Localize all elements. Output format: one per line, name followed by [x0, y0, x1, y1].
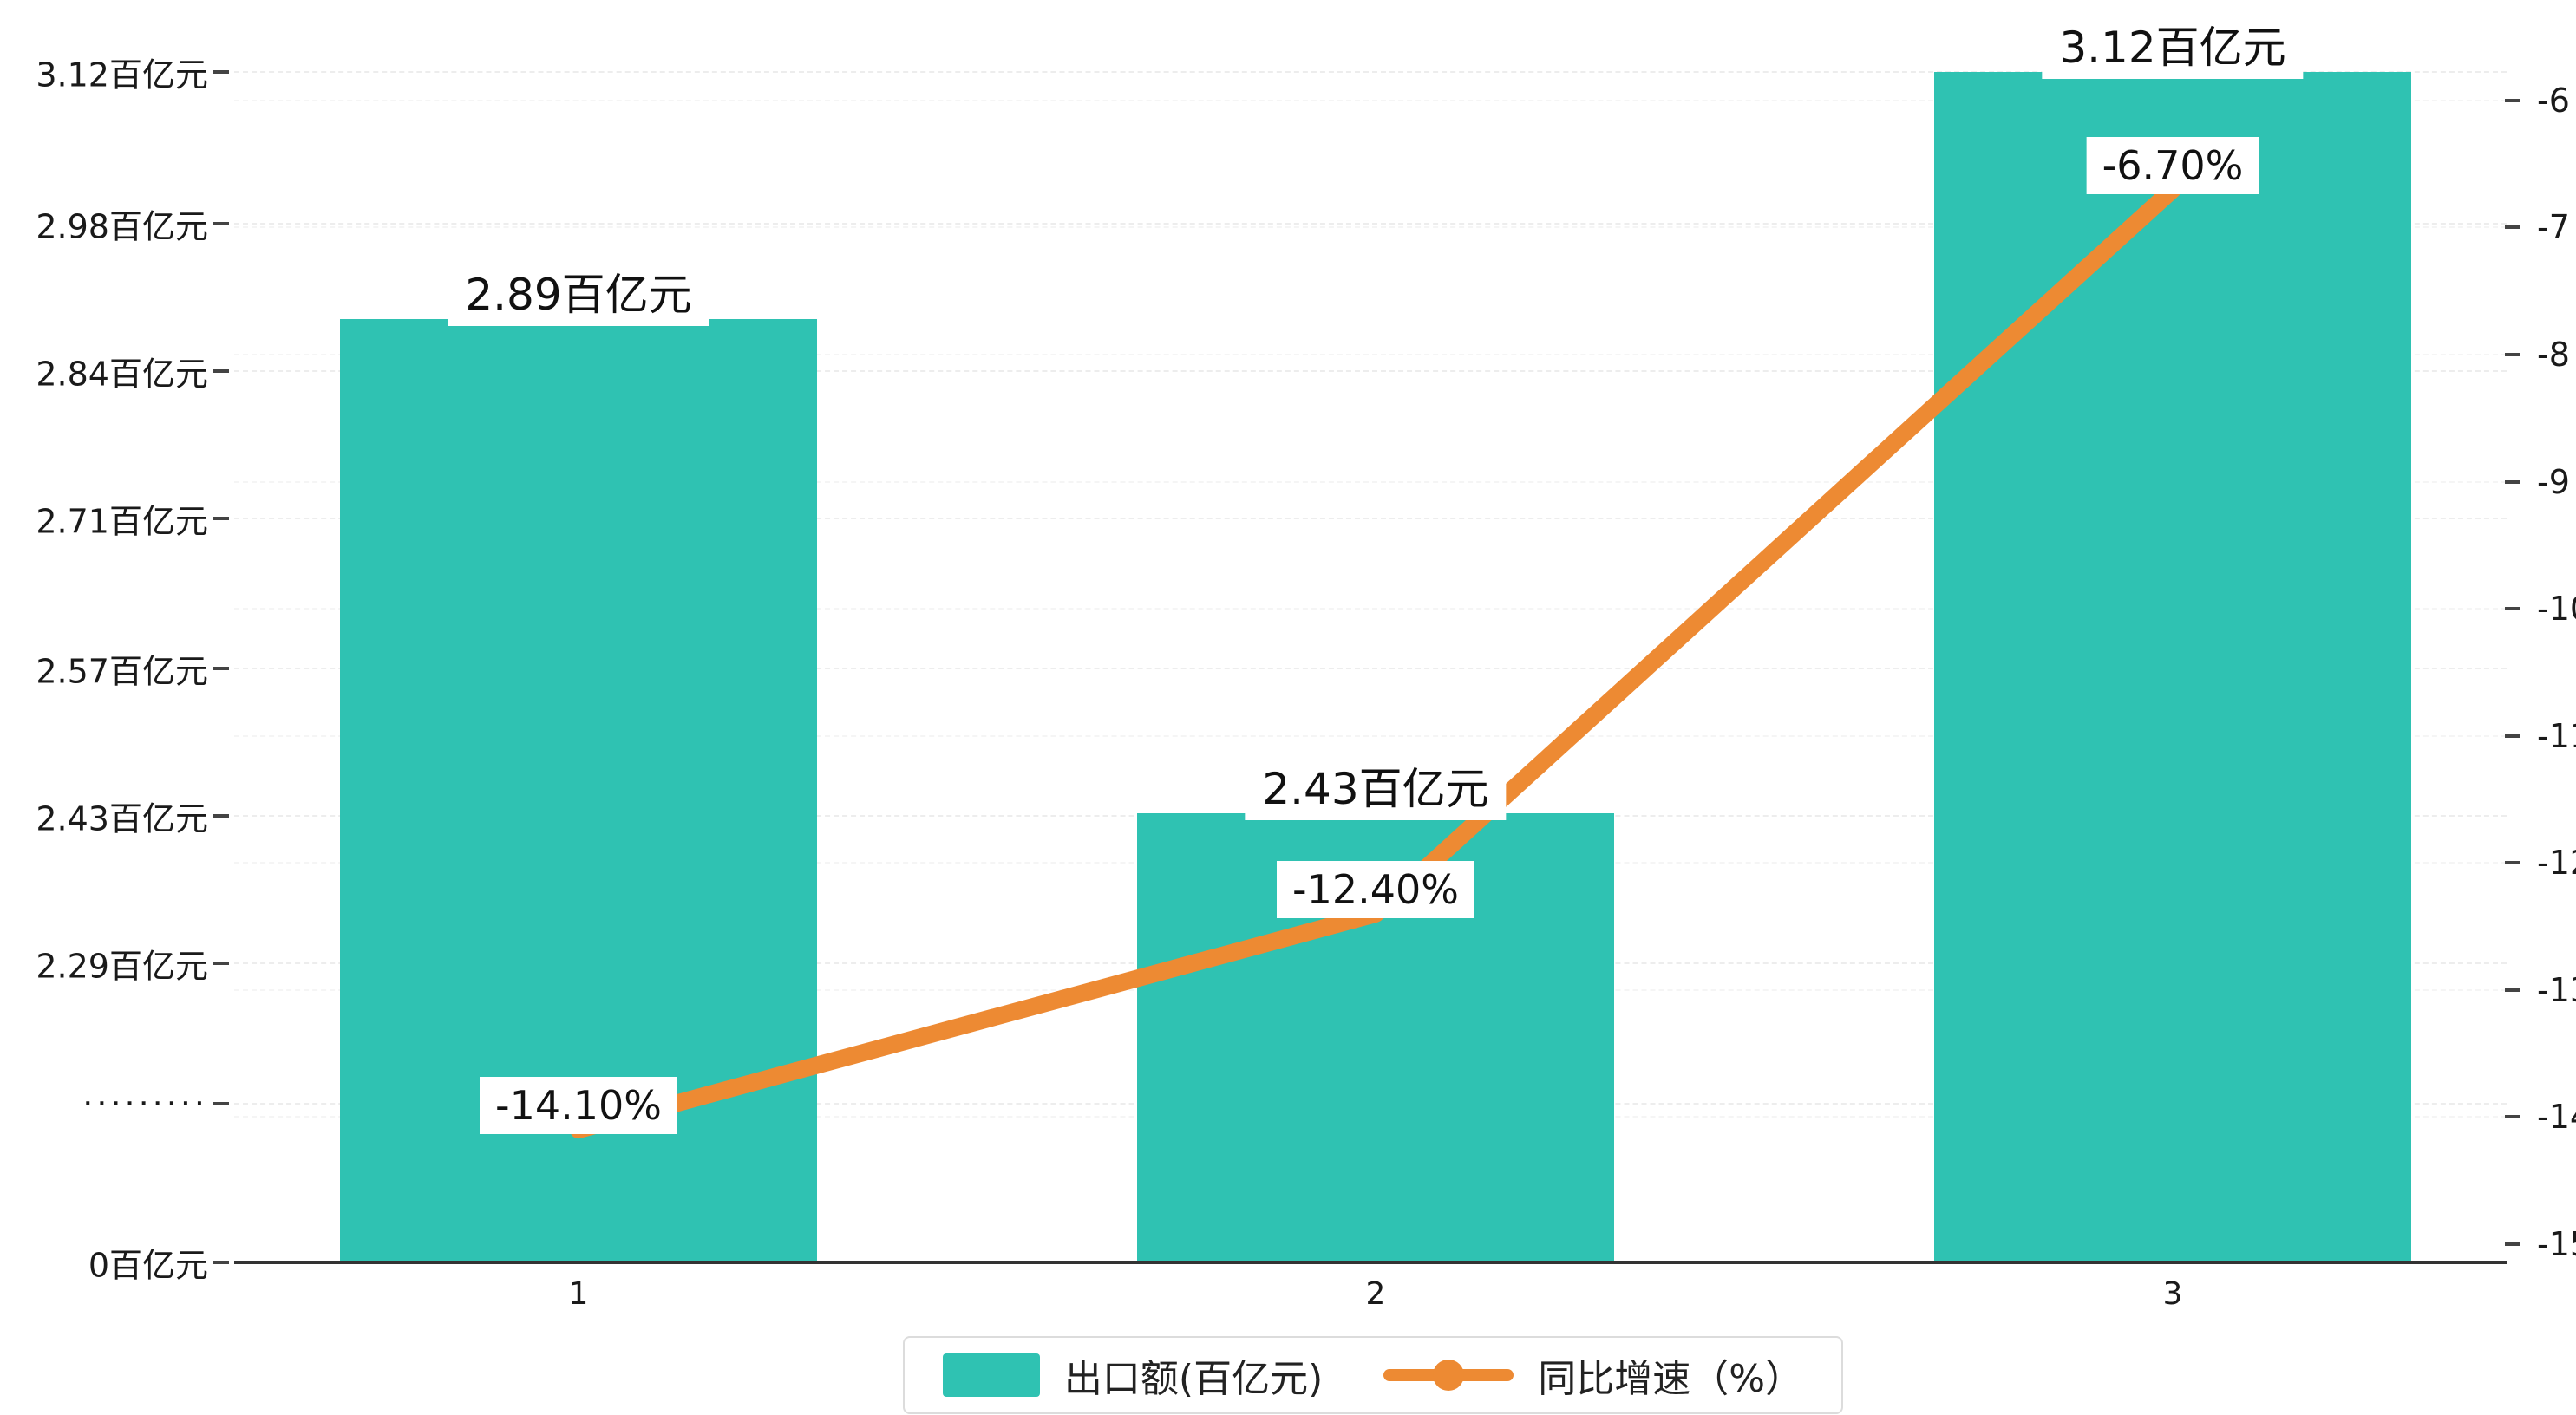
legend-bar-swatch	[942, 1353, 1040, 1397]
left-axis-tick: 0百亿元	[88, 1246, 208, 1285]
right-tick-mark	[2505, 861, 2520, 864]
right-tick-mark	[2505, 607, 2520, 610]
right-axis-tick: -13	[2537, 971, 2576, 1009]
legend-line-dot	[1433, 1360, 1465, 1391]
right-tick-mark	[2505, 734, 2520, 738]
left-axis-tick: 2.29百亿元	[36, 947, 208, 986]
x-axis-label-1: 1	[568, 1276, 589, 1312]
left-tick-mark	[213, 667, 229, 670]
right-tick-mark	[2505, 99, 2520, 102]
left-axis-tick: 2.43百亿元	[36, 799, 208, 838]
right-axis-tick: -12	[2537, 844, 2576, 882]
gridline	[234, 668, 2507, 669]
x-axis-label-2: 2	[1365, 1276, 1386, 1312]
left-axis-tick: 2.57百亿元	[36, 652, 208, 691]
left-tick-mark	[213, 814, 229, 818]
growth-line	[570, 180, 2181, 1139]
gridline	[234, 226, 2507, 228]
left-tick-mark	[213, 1102, 229, 1105]
right-axis-tick: -9	[2537, 463, 2570, 501]
line-value-label-2: -12.40%	[1277, 860, 1474, 918]
gridline	[234, 370, 2507, 372]
gridline	[234, 518, 2507, 519]
line-value-label-3: -6.70%	[2086, 136, 2259, 194]
left-tick-mark	[213, 517, 229, 520]
right-tick-mark	[2505, 1115, 2520, 1118]
right-axis-tick: -14	[2537, 1098, 2576, 1136]
gridline	[234, 100, 2507, 101]
right-axis-tick: -10	[2537, 590, 2576, 628]
x-axis-label-3: 3	[2162, 1276, 2183, 1312]
bar-value-label-2: 2.43百亿元	[1245, 750, 1507, 820]
right-tick-mark	[2505, 225, 2520, 229]
bar-export-3	[1934, 72, 2411, 1262]
bar-value-label-3: 3.12百亿元	[2042, 10, 2304, 79]
left-axis-tick: 2.71百亿元	[36, 502, 208, 541]
legend-line-swatch	[1383, 1360, 1514, 1391]
x-axis-line	[234, 1261, 2507, 1264]
gridline	[234, 481, 2507, 483]
left-tick-mark	[213, 222, 229, 225]
line-value-label-1: -14.10%	[480, 1077, 677, 1135]
right-axis-tick: -6	[2537, 82, 2570, 120]
legend-item-export: 出口额(百亿元)	[942, 1347, 1324, 1403]
left-tick-mark	[213, 70, 229, 74]
left-tick-mark	[213, 369, 229, 373]
bar-value-label-1: 2.89百亿元	[448, 256, 709, 326]
gridline	[234, 223, 2507, 225]
left-tick-mark	[213, 1261, 229, 1264]
right-tick-mark	[2505, 1242, 2520, 1246]
left-axis-tick: 2.98百亿元	[36, 207, 208, 246]
left-axis-tick: 2.84百亿元	[36, 355, 208, 394]
right-axis-tick: -11	[2537, 717, 2576, 755]
left-axis-tick: 3.12百亿元	[36, 55, 208, 95]
gridline	[234, 71, 2507, 73]
legend: 出口额(百亿元) 同比增速（%）	[903, 1336, 1843, 1414]
right-axis-tick: -15	[2537, 1225, 2576, 1263]
legend-line-label: 同比增速（%）	[1538, 1357, 1804, 1401]
legend-item-growth: 同比增速（%）	[1383, 1347, 1803, 1403]
right-tick-mark	[2505, 988, 2520, 992]
legend-bar-label: 出口额(百亿元)	[1063, 1357, 1324, 1401]
left-axis-break-dots: ·········	[82, 1085, 208, 1123]
gridline	[234, 354, 2507, 355]
right-axis-tick: -8	[2537, 336, 2570, 374]
gridline	[234, 608, 2507, 610]
left-tick-mark	[213, 962, 229, 965]
right-tick-mark	[2505, 480, 2520, 484]
right-tick-mark	[2505, 353, 2520, 356]
gridline	[234, 735, 2507, 737]
right-axis-tick: -7	[2537, 208, 2570, 246]
